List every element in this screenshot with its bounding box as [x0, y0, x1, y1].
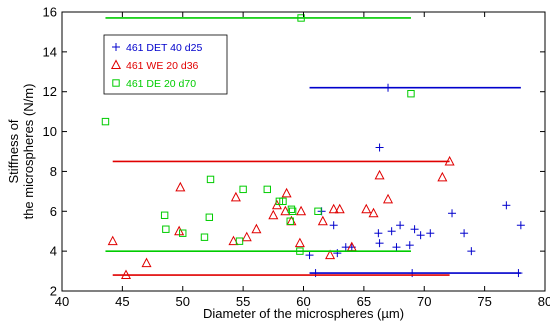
data-point — [305, 251, 314, 260]
data-point — [179, 229, 187, 237]
y-axis-label-line2: the microspheres (N/m) — [21, 84, 36, 220]
data-point — [392, 243, 401, 252]
data-point — [444, 155, 455, 166]
x-tick-label: 75 — [477, 294, 491, 309]
data-point — [294, 237, 305, 248]
data-point — [375, 143, 384, 152]
legend-marker — [112, 43, 120, 51]
data-point — [141, 257, 152, 268]
data-point — [329, 221, 338, 230]
data-point — [416, 231, 425, 240]
data-point — [288, 207, 297, 215]
legend-label: 461 WE 20 d36 — [126, 60, 199, 72]
data-point — [241, 231, 252, 242]
data-point — [230, 191, 241, 202]
y-axis-label: Stiffness of the microspheres (N/m) — [6, 84, 36, 220]
data-point — [502, 201, 511, 210]
data-point — [374, 229, 383, 238]
data-point — [101, 117, 110, 126]
data-point — [279, 197, 287, 206]
data-point — [251, 223, 262, 234]
data-point — [317, 215, 328, 226]
data-point — [286, 217, 294, 225]
y-tick-label: 4 — [50, 244, 57, 259]
legend: 461 DET 40 d25 461 WE 20 d36 461 DE 20 d70 — [103, 34, 228, 95]
data-point — [107, 235, 118, 246]
legend-label: 461 DET 40 d25 — [126, 42, 202, 54]
x-axis-label: Diameter of the microspheres (µm) — [203, 306, 404, 321]
legend-marker — [110, 59, 122, 69]
legend-marker — [112, 79, 120, 87]
data-point — [311, 269, 320, 278]
data-point — [235, 237, 244, 245]
y-tick-label: 8 — [50, 164, 57, 179]
data-point — [228, 235, 239, 246]
data-point — [396, 221, 405, 230]
x-tick-label: 60 — [296, 294, 310, 309]
y-tick-label: 12 — [43, 84, 57, 99]
x-tick-label: 55 — [236, 294, 250, 309]
data-point — [334, 203, 345, 214]
x-tick-label: 45 — [115, 294, 129, 309]
data-point — [384, 83, 393, 92]
x-tick-label: 50 — [176, 294, 190, 309]
data-point — [206, 175, 215, 184]
data-point — [448, 209, 457, 218]
x-tick-label: 40 — [55, 294, 69, 309]
data-point — [296, 205, 307, 216]
data-point — [175, 181, 186, 192]
data-point — [297, 14, 305, 22]
data-point — [263, 185, 271, 194]
data-point — [281, 187, 292, 198]
data-point — [426, 229, 435, 238]
legend-box — [103, 34, 228, 95]
data-point — [120, 269, 132, 280]
data-point — [407, 90, 415, 98]
data-point — [516, 221, 525, 230]
x-tick-label: 65 — [357, 294, 371, 309]
series-2 — [101, 14, 415, 255]
ticks-layer: 40 45 50 55 60 65 70 75 80 2 4 6 8 10 12 14 16 — [43, 5, 550, 310]
y-axis-label-line1: Stiffness of — [6, 119, 21, 183]
data-point — [328, 203, 339, 214]
data-point — [410, 225, 419, 234]
data-point — [160, 211, 169, 219]
x-tick-label: 70 — [417, 294, 431, 309]
data-point — [361, 203, 372, 214]
data-point — [280, 205, 291, 216]
series-layer — [101, 14, 525, 280]
data-point — [162, 225, 170, 233]
data-point — [408, 269, 417, 278]
series-0 — [305, 83, 525, 278]
data-point — [205, 213, 214, 221]
data-point — [467, 247, 476, 256]
data-point — [325, 249, 336, 260]
data-point — [200, 233, 209, 241]
data-point — [296, 247, 304, 255]
data-point — [405, 241, 414, 250]
data-point — [375, 239, 384, 248]
data-point — [514, 269, 523, 278]
y-tick-label: 16 — [43, 5, 57, 20]
data-point — [382, 193, 394, 204]
y-tick-label: 2 — [50, 284, 57, 299]
y-tick-label: 14 — [43, 44, 57, 59]
data-point — [239, 185, 247, 194]
data-point — [333, 249, 342, 258]
data-point — [374, 169, 385, 180]
data-point — [437, 171, 448, 182]
legend-label: 461 DE 20 d70 — [126, 78, 196, 90]
data-point — [387, 227, 396, 236]
data-point — [314, 207, 322, 215]
y-tick-label: 6 — [50, 204, 57, 219]
data-point — [460, 229, 469, 238]
data-point — [287, 205, 296, 213]
y-tick-label: 10 — [43, 124, 57, 139]
data-point — [268, 209, 279, 220]
x-tick-label: 80 — [538, 294, 550, 309]
series-1 — [107, 155, 455, 280]
data-point — [368, 207, 379, 218]
